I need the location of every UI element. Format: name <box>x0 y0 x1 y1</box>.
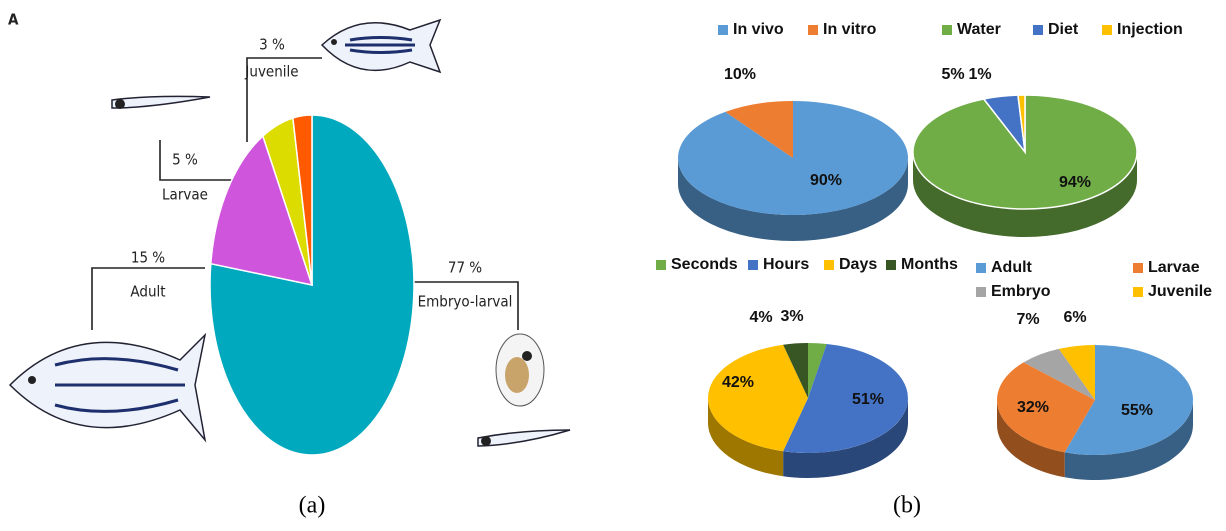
legend-label: Days <box>839 256 877 273</box>
legend-label: Injection <box>1117 21 1183 38</box>
pie-slice <box>678 101 908 215</box>
value-label: 15 % <box>131 249 165 267</box>
legend-label: Larvae <box>1148 259 1200 276</box>
value-label: 3% <box>780 308 803 325</box>
value-label: 94% <box>1059 174 1091 191</box>
value-label: 7% <box>1016 311 1039 328</box>
category-label: Embryo-larval <box>418 293 513 311</box>
legend-label: In vitro <box>823 21 877 38</box>
panel-caption: (a) <box>299 493 326 519</box>
legend-swatch <box>1033 25 1043 35</box>
legend-label: Adult <box>991 259 1033 276</box>
category-label: Juvenile <box>244 63 298 81</box>
fish-illustration <box>10 335 205 440</box>
value-label: 42% <box>722 374 754 391</box>
value-label: 77 % <box>448 259 482 277</box>
figure: A (a) (b) 77 % Embryo-larval 15 % Adult 5 % L… <box>0 0 1226 531</box>
panel-caption: (b) <box>893 493 921 519</box>
value-label: 1% <box>968 66 991 83</box>
value-label: 51% <box>852 391 884 408</box>
legend-swatch <box>886 260 896 270</box>
legend-swatch <box>942 25 952 35</box>
value-label: 10% <box>724 66 756 83</box>
legend-swatch <box>1102 25 1112 35</box>
legend-label: Juvenile <box>1148 283 1212 300</box>
category-label: Larvae <box>162 186 208 204</box>
embryo-illustration <box>496 334 544 406</box>
legend-label: In vivo <box>733 21 784 38</box>
legend-label: Hours <box>763 256 809 273</box>
legend-label: Embryo <box>991 283 1051 300</box>
legend-swatch <box>718 25 728 35</box>
value-label: 55% <box>1121 402 1153 419</box>
fish-illustration <box>322 20 440 72</box>
legend-label: Diet <box>1048 21 1079 38</box>
value-label: 90% <box>810 172 842 189</box>
legend-swatch <box>824 260 834 270</box>
value-label: 4% <box>749 309 772 326</box>
legend-swatch <box>1133 287 1143 297</box>
legend-swatch <box>976 263 986 273</box>
value-label: 32% <box>1017 399 1049 416</box>
legend-label: Water <box>957 21 1001 38</box>
legend-swatch <box>748 260 758 270</box>
legend-swatch <box>976 287 986 297</box>
legend-swatch <box>656 260 666 270</box>
category-label: Adult <box>130 283 165 301</box>
value-label: 3 % <box>259 36 285 54</box>
value-label: 5% <box>941 66 964 83</box>
legend-swatch <box>808 25 818 35</box>
value-label: 5 % <box>172 151 198 169</box>
value-label: 6% <box>1063 309 1086 326</box>
legend-label: Months <box>901 256 958 273</box>
legend-label: Seconds <box>671 256 738 273</box>
panel-letter: A <box>8 11 19 29</box>
legend-swatch <box>1133 263 1143 273</box>
